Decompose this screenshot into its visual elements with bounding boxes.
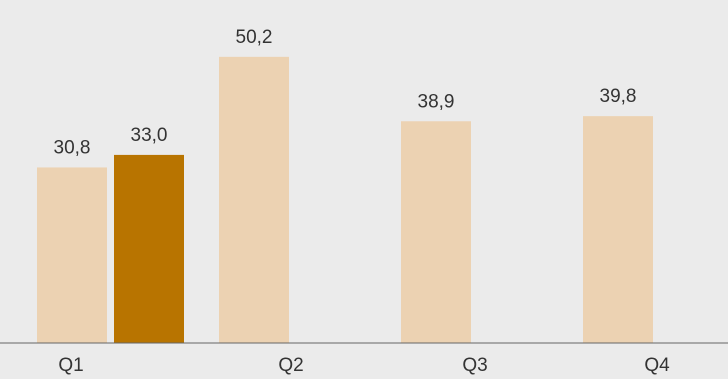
data-label-q2-series-1: 50,2	[236, 27, 273, 48]
x-tick-label-q2: Q2	[278, 355, 303, 376]
bar-q2-series-1	[219, 56, 289, 344]
bar-q3-series-1	[401, 121, 471, 344]
x-tick-label-q4: Q4	[644, 355, 670, 376]
x-tick-labels-group: Q1 Q2 Q3 Q4	[58, 355, 670, 376]
data-label-q3-series-1: 38,9	[418, 91, 455, 112]
bar-q1-series-1	[37, 167, 107, 343]
bar-q1-series-2	[114, 154, 184, 343]
bars-group	[37, 56, 653, 344]
data-labels-group: 30,8 33,0 50,2 38,9 39,8	[54, 27, 637, 159]
data-label-q4-series-1: 39,8	[600, 86, 637, 107]
x-tick-label-q3: Q3	[462, 355, 487, 376]
data-label-q1-series-1: 30,8	[54, 137, 91, 158]
bar-q4-series-1	[583, 116, 653, 343]
x-tick-label-q1: Q1	[58, 355, 83, 376]
data-label-q1-series-2: 33,0	[131, 125, 168, 146]
